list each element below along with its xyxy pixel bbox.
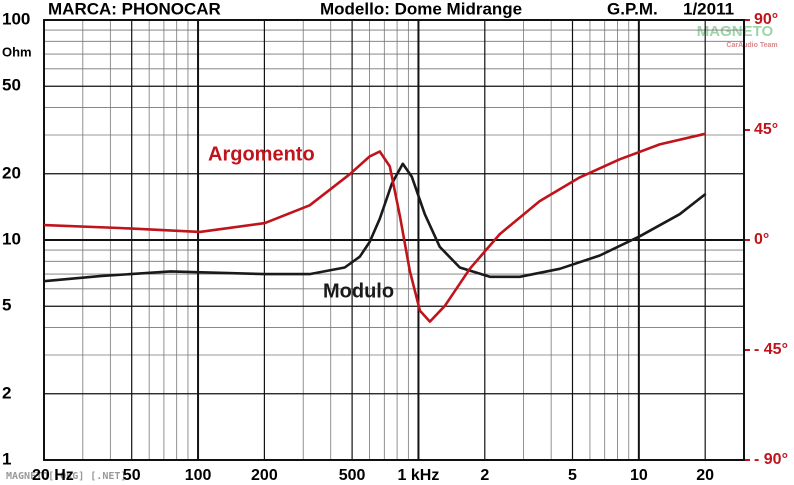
x-tick-label: 20 Hz — [32, 467, 74, 484]
series-label: Argomento — [208, 143, 315, 165]
y2-tick-label: 90° — [754, 11, 778, 28]
footer: MAGNETO[.ORG] [.NET] — [6, 471, 126, 482]
x-tick-label: 200 — [251, 467, 278, 484]
y2-tick-label: 0° — [754, 231, 769, 248]
x-tick-label: 50 — [123, 467, 141, 484]
x-tick-label: 20 — [696, 467, 714, 484]
y2-tick-label: - 90° — [754, 451, 788, 468]
x-tick-label: 1 kHz — [398, 467, 440, 484]
watermark: MAGNETO — [697, 23, 774, 40]
y-axis-label: Ohm — [2, 44, 32, 59]
series-line — [43, 132, 706, 323]
y2-tick-label: - 45° — [754, 341, 788, 358]
y-tick-label: 1 — [2, 449, 11, 468]
header-text: G.P.M. — [607, 0, 658, 18]
y-tick-label: 10 — [2, 229, 21, 248]
y-tick-label: 50 — [2, 76, 21, 95]
x-tick-label: 10 — [630, 467, 648, 484]
y-tick-label: 100 — [2, 9, 30, 28]
series-line — [43, 162, 707, 283]
header-text: Modello: Dome Midrange — [320, 0, 522, 18]
header-text: MARCA: PHONOCAR — [48, 0, 221, 18]
plot-frame — [43, 19, 745, 461]
x-tick-label: 5 — [568, 467, 577, 484]
y-tick-label: 20 — [2, 163, 21, 182]
x-tick-label: 2 — [480, 467, 489, 484]
x-tick-label: 500 — [339, 467, 366, 484]
y-tick-label: 2 — [2, 383, 11, 402]
y2-tick-label: 45° — [754, 121, 778, 138]
x-tick-label: 100 — [185, 467, 212, 484]
series-label: Modulo — [323, 280, 394, 302]
watermark: CarAudio Team — [726, 42, 777, 49]
header-text: 1/2011 — [683, 0, 734, 18]
y-tick-label: 5 — [2, 296, 11, 315]
